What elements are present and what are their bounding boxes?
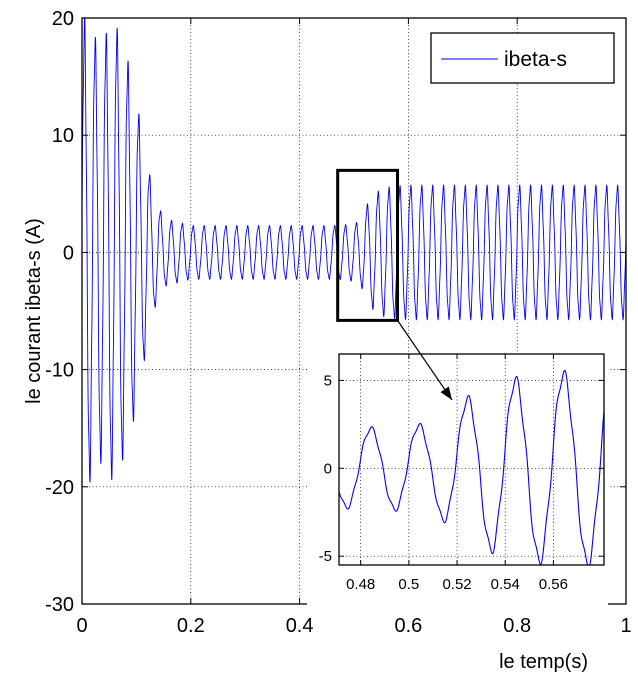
inset-series-line-ibeta-s xyxy=(339,369,604,565)
inset-y-tick-label: -5 xyxy=(319,548,332,565)
inset-x-tick-label: 0.5 xyxy=(398,576,419,593)
x-tick-label: 0.8 xyxy=(503,615,531,637)
x-tick-label: 0.2 xyxy=(177,615,205,637)
inset-plot: 0.48 0.5 0.52 0.54 0.56 -5 0 5 xyxy=(307,352,608,605)
inset-frame xyxy=(338,353,605,566)
x-tick-label: 1 xyxy=(620,615,631,637)
y-tick-label: -30 xyxy=(45,594,74,616)
series-line-ibeta-s xyxy=(82,18,626,483)
y-tick-label: 20 xyxy=(52,8,74,30)
y-tick-label: -20 xyxy=(45,477,74,499)
inset-x-tick-label: 0.52 xyxy=(442,576,471,593)
inset-x-tick-label: 0.48 xyxy=(346,576,375,593)
y-axis-title: le courant ibeta-s (A) xyxy=(23,218,45,404)
zoom-arrow-line xyxy=(397,320,453,401)
inset-x-tick-label: 0.56 xyxy=(539,576,568,593)
zoom-arrow-head xyxy=(440,386,452,400)
x-tick-label: 0 xyxy=(76,615,87,637)
legend-label: ibeta-s xyxy=(504,48,567,71)
zoom-box xyxy=(336,168,400,322)
y-tick-label: 0 xyxy=(63,242,74,264)
inset-y-tick-label: 0 xyxy=(324,460,332,477)
y-tick-label: -10 xyxy=(45,360,74,382)
inset-background xyxy=(307,352,608,605)
inset-x-tick-label: 0.54 xyxy=(491,576,520,593)
legend: ibeta-s xyxy=(430,32,615,84)
x-tick-label: 0.4 xyxy=(286,615,314,637)
legend-box xyxy=(430,32,615,84)
inset-y-tick-label: 5 xyxy=(324,372,332,389)
x-tick-label: 0.6 xyxy=(394,615,422,637)
y-tick-label: 10 xyxy=(52,125,74,147)
x-axis-title: le temp(s) xyxy=(499,651,588,673)
